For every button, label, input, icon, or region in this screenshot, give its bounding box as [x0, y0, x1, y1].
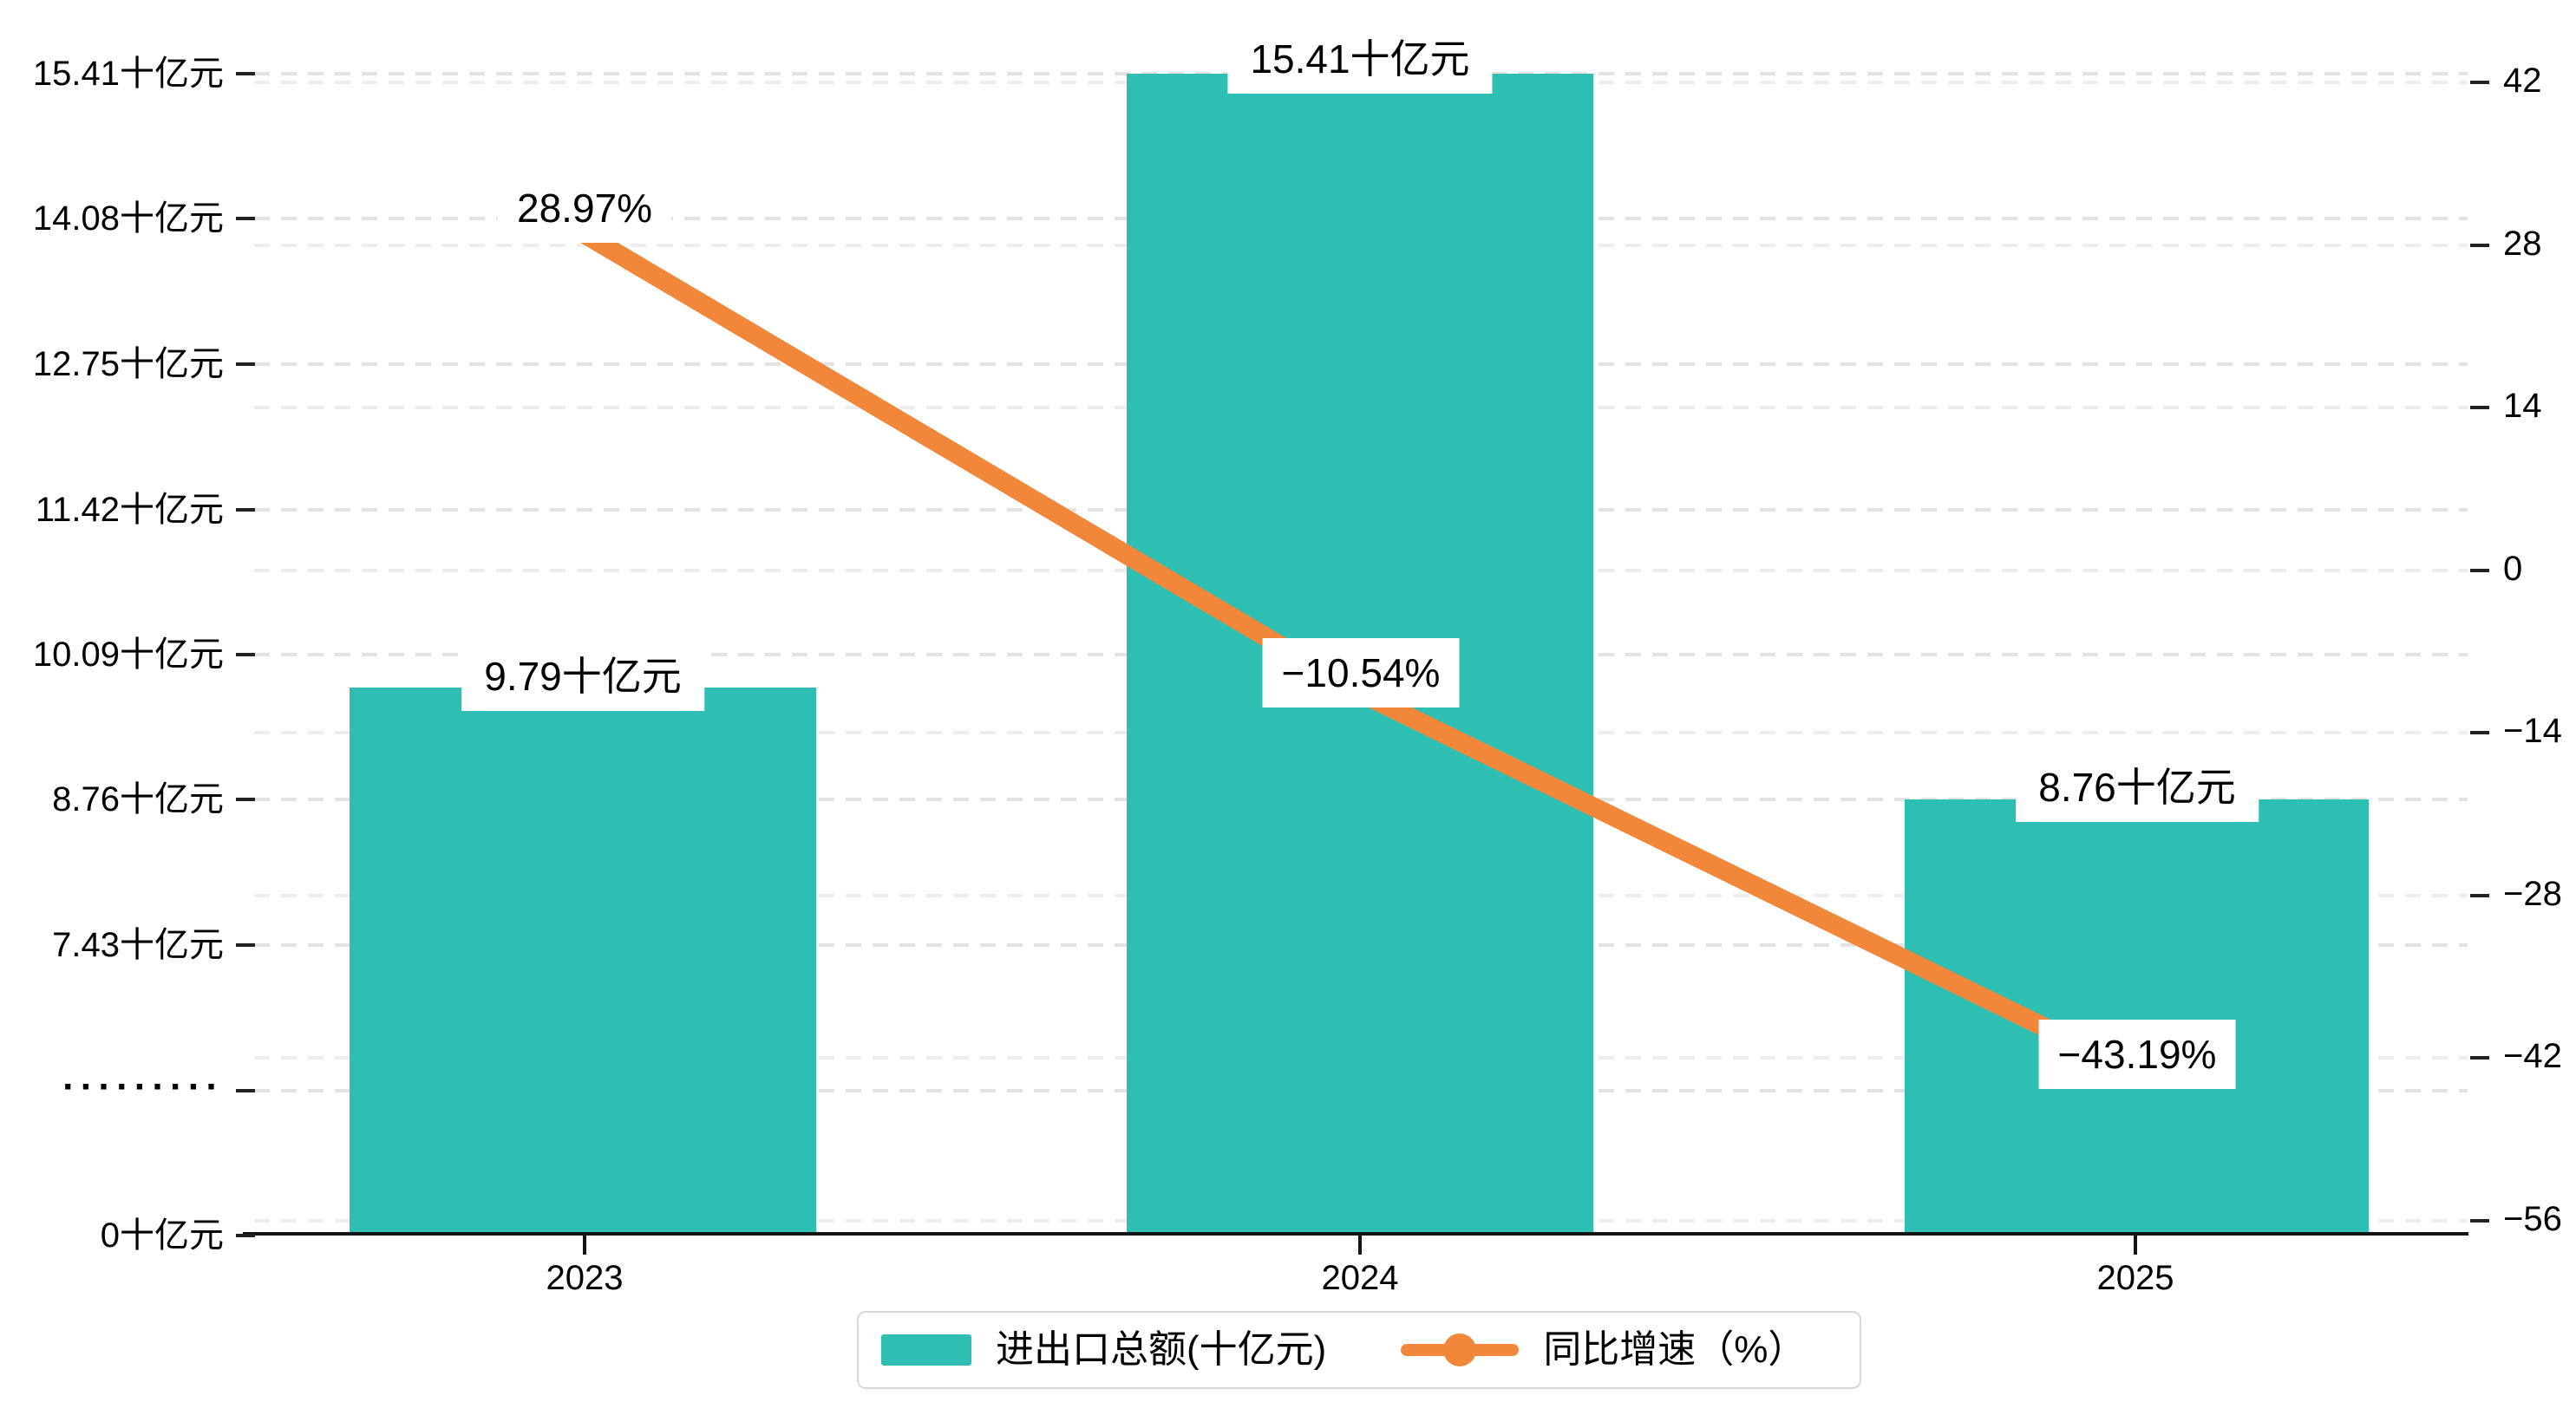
left-axis-tick — [236, 943, 255, 947]
left-axis-label: 7.43十亿元 — [52, 926, 224, 964]
bar-2023[interactable] — [350, 688, 816, 1234]
right-axis-tick — [2470, 1056, 2489, 1060]
right-axis-label: −14 — [2503, 712, 2562, 750]
legend-label-growth: 同比增速（%） — [1543, 1328, 1807, 1371]
right-axis-tick — [2470, 731, 2489, 734]
right-axis-label: −42 — [2503, 1037, 2562, 1075]
right-axis-tick — [2470, 569, 2489, 572]
x-tick-label-2023: 2023 — [546, 1259, 624, 1297]
growth-point-label-2023: 28.97% — [497, 173, 672, 243]
legend-item-growth[interactable]: 同比增速（%） — [1401, 1327, 1806, 1373]
bar-swatch-icon — [881, 1334, 971, 1366]
x-axis-tick — [1358, 1234, 1362, 1255]
growth-point-label-2024: −10.54% — [1262, 638, 1460, 708]
left-axis-label: 14.08十亿元 — [32, 199, 224, 238]
line-dot-icon — [1401, 1333, 1520, 1367]
left-axis-tick — [236, 798, 255, 801]
right-axis-tick — [2470, 894, 2489, 897]
left-axis-label: 10.09十亿元 — [32, 636, 224, 674]
left-axis-label: 12.75十亿元 — [32, 345, 224, 383]
left-axis-label: 15.41十亿元 — [32, 55, 224, 93]
left-axis-label: 11.42十亿元 — [35, 491, 224, 529]
right-axis-label: 28 — [2503, 225, 2542, 263]
bar-value-label-2023: 9.79十亿元 — [461, 642, 704, 711]
left-axis-tick — [236, 1234, 255, 1237]
legend-label-total: 进出口总额(十亿元) — [996, 1328, 1327, 1371]
right-axis-label: 14 — [2503, 387, 2542, 425]
x-axis-tick — [2134, 1234, 2137, 1255]
right-axis-tick — [2470, 81, 2489, 84]
right-axis-label: 0 — [2503, 550, 2523, 588]
right-axis-label: 42 — [2503, 62, 2542, 100]
right-axis-label: −56 — [2503, 1200, 2562, 1238]
bar-2025[interactable] — [1905, 799, 2369, 1234]
right-axis-tick — [2470, 406, 2489, 409]
x-tick-label-2025: 2025 — [2096, 1259, 2174, 1297]
x-tick-label-2024: 2024 — [1321, 1259, 1399, 1297]
growth-point-label-2025: −43.19% — [2038, 1020, 2236, 1089]
left-axis-label: 8.76十亿元 — [52, 780, 224, 818]
left-axis-tick — [236, 217, 255, 220]
left-axis-label: 0十亿元 — [100, 1216, 224, 1255]
left-axis-tick — [236, 653, 255, 656]
right-axis-label: −28 — [2503, 875, 2562, 913]
x-axis-line — [243, 1232, 2468, 1236]
left-axis-break-label: ········· — [62, 1066, 224, 1108]
bar-value-label-2024: 15.41十亿元 — [1227, 24, 1493, 94]
left-axis-tick — [236, 362, 255, 366]
left-axis-tick — [236, 1089, 255, 1092]
bar-value-label-2025: 8.76十亿元 — [2016, 753, 2259, 822]
x-axis-tick — [583, 1234, 586, 1255]
legend: 进出口总额(十亿元) 同比增速（%） — [857, 1311, 1861, 1389]
right-axis-tick — [2470, 1219, 2489, 1223]
right-axis-tick — [2470, 244, 2489, 247]
left-axis-tick — [236, 508, 255, 512]
legend-item-total[interactable]: 进出口总额(十亿元) — [881, 1327, 1326, 1373]
left-axis-tick — [236, 72, 255, 75]
